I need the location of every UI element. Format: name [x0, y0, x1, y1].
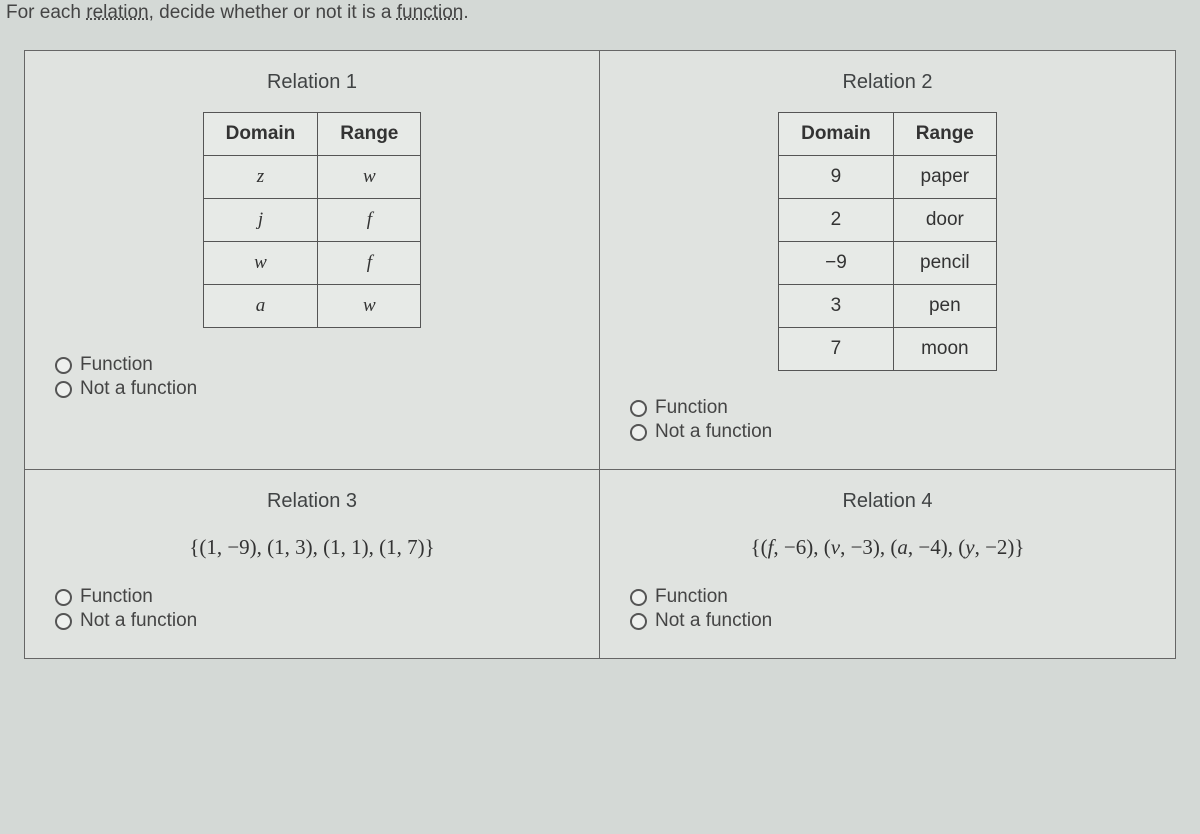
radio-icon	[55, 381, 72, 398]
domain-cell: 9	[779, 156, 894, 199]
range-cell: moon	[893, 328, 996, 371]
option-label: Not a function	[655, 610, 772, 632]
prompt-text: For each	[6, 2, 86, 23]
radio-icon	[55, 357, 72, 374]
set-text: , −3), (	[840, 535, 897, 559]
option-label: Not a function	[655, 421, 772, 443]
option-label: Function	[655, 586, 728, 608]
set-text: , −4), (	[908, 535, 965, 559]
relation-4-cell: Relation 4 {(f, −6), (v, −3), (a, −4), (…	[600, 470, 1175, 658]
radio-icon	[55, 589, 72, 606]
relation-3-cell: Relation 3 {(1, −9), (1, 3), (1, 1), (1,…	[25, 470, 600, 658]
option-label: Function	[80, 586, 153, 608]
r3-not-function-option[interactable]: Not a function	[55, 610, 569, 632]
option-label: Not a function	[80, 610, 197, 632]
term-function[interactable]: function	[397, 2, 464, 23]
radio-icon	[630, 589, 647, 606]
radio-icon	[55, 613, 72, 630]
table-row: jf	[203, 199, 421, 242]
question-prompt: For each relation, decide whether or not…	[0, 0, 1200, 32]
set-text: , −2)}	[975, 535, 1025, 559]
domain-cell: w	[203, 242, 318, 285]
relation-3-title: Relation 3	[55, 490, 569, 513]
relation-4-set: {(f, −6), (v, −3), (a, −4), (y, −2)}	[630, 535, 1145, 560]
range-cell: f	[318, 199, 421, 242]
table-row: 9paper	[779, 156, 997, 199]
domain-cell: a	[203, 285, 318, 328]
relation-1-choices: Function Not a function	[55, 354, 569, 400]
r4-function-option[interactable]: Function	[630, 586, 1145, 608]
relation-2-cell: Relation 2 Domain Range 9paper 2door −9p…	[600, 51, 1175, 470]
relation-1-cell: Relation 1 Domain Range zw jf wf aw Func…	[25, 51, 600, 470]
prompt-text: , decide whether or not it is a	[149, 2, 397, 23]
term-relation[interactable]: relation	[86, 2, 148, 23]
relation-4-title: Relation 4	[630, 490, 1145, 513]
col-domain: Domain	[203, 113, 318, 156]
relations-grid: Relation 1 Domain Range zw jf wf aw Func…	[24, 50, 1176, 659]
domain-cell: −9	[779, 242, 894, 285]
relation-4-choices: Function Not a function	[630, 586, 1145, 632]
set-text: , −6), (	[773, 535, 830, 559]
radio-icon	[630, 424, 647, 441]
domain-cell: j	[203, 199, 318, 242]
option-label: Function	[80, 354, 153, 376]
r2-function-option[interactable]: Function	[630, 397, 1145, 419]
set-var: a	[897, 535, 908, 559]
range-cell: pencil	[893, 242, 996, 285]
r4-not-function-option[interactable]: Not a function	[630, 610, 1145, 632]
range-cell: w	[318, 156, 421, 199]
range-cell: f	[318, 242, 421, 285]
table-row: 7moon	[779, 328, 997, 371]
set-text: {(	[750, 535, 767, 559]
radio-icon	[630, 400, 647, 417]
table-row: 2door	[779, 199, 997, 242]
set-var: v	[831, 535, 840, 559]
domain-cell: 7	[779, 328, 894, 371]
domain-cell: z	[203, 156, 318, 199]
range-cell: w	[318, 285, 421, 328]
col-range: Range	[893, 113, 996, 156]
col-range: Range	[318, 113, 421, 156]
table-row: 3pen	[779, 285, 997, 328]
r2-not-function-option[interactable]: Not a function	[630, 421, 1145, 443]
prompt-text: .	[463, 2, 468, 23]
relation-1-title: Relation 1	[55, 71, 569, 94]
r1-function-option[interactable]: Function	[55, 354, 569, 376]
set-var: y	[965, 535, 974, 559]
range-cell: paper	[893, 156, 996, 199]
option-label: Not a function	[80, 378, 197, 400]
table-row: aw	[203, 285, 421, 328]
relation-3-set: {(1, −9), (1, 3), (1, 1), (1, 7)}	[55, 535, 569, 560]
r1-not-function-option[interactable]: Not a function	[55, 378, 569, 400]
relation-2-title: Relation 2	[630, 71, 1145, 94]
table-row: −9pencil	[779, 242, 997, 285]
relation-1-table: Domain Range zw jf wf aw	[203, 112, 422, 328]
domain-cell: 3	[779, 285, 894, 328]
range-cell: door	[893, 199, 996, 242]
col-domain: Domain	[779, 113, 894, 156]
relation-2-choices: Function Not a function	[630, 397, 1145, 443]
domain-cell: 2	[779, 199, 894, 242]
relation-3-choices: Function Not a function	[55, 586, 569, 632]
range-cell: pen	[893, 285, 996, 328]
option-label: Function	[655, 397, 728, 419]
radio-icon	[630, 613, 647, 630]
r3-function-option[interactable]: Function	[55, 586, 569, 608]
table-row: wf	[203, 242, 421, 285]
table-row: zw	[203, 156, 421, 199]
relation-2-table: Domain Range 9paper 2door −9pencil 3pen …	[778, 112, 997, 371]
